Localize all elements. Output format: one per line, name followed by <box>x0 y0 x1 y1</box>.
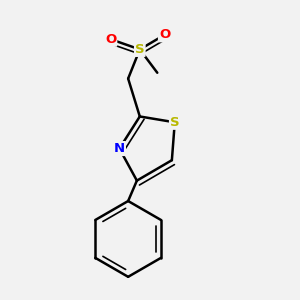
Text: S: S <box>170 116 180 129</box>
Text: O: O <box>159 28 170 41</box>
Text: N: N <box>114 142 125 155</box>
Text: O: O <box>105 33 116 46</box>
Text: S: S <box>135 43 145 56</box>
